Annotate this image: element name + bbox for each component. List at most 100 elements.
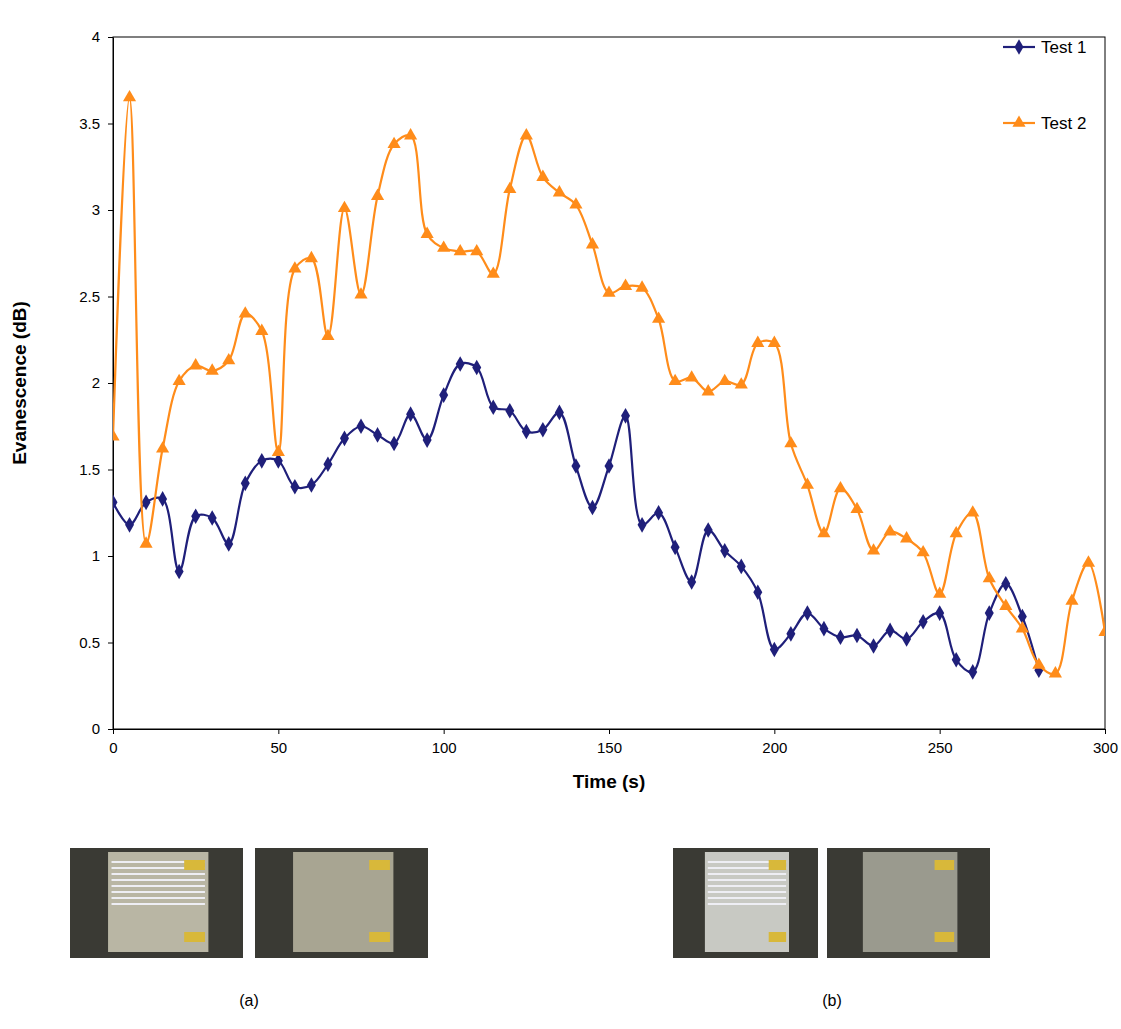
series-marker <box>224 536 233 552</box>
x-tick-mark <box>444 729 445 734</box>
series-marker <box>801 477 814 488</box>
x-tick-label: 300 <box>1093 739 1118 756</box>
series-marker <box>340 431 349 447</box>
series-marker <box>886 623 895 639</box>
photo-stripe <box>708 891 786 893</box>
photo-pad <box>935 860 955 870</box>
photo-stripe <box>708 885 786 887</box>
photo-stripe <box>708 897 786 899</box>
series-marker <box>569 197 582 208</box>
y-tick: 1.5 <box>79 461 113 478</box>
series-marker <box>505 403 514 419</box>
series-marker <box>189 358 202 369</box>
series-marker <box>437 240 450 251</box>
photo-pad <box>369 932 390 942</box>
series-marker <box>503 182 516 193</box>
series-marker <box>307 477 316 493</box>
series-marker <box>635 280 648 291</box>
y-tick-mark <box>108 383 113 384</box>
y-tick-label: 3 <box>92 201 100 218</box>
series-marker <box>586 237 599 248</box>
series-marker <box>305 251 318 262</box>
series-marker <box>206 363 219 374</box>
series-marker <box>786 626 795 642</box>
series-marker <box>404 128 417 139</box>
x-tick-mark <box>609 729 610 734</box>
y-tick: 2 <box>92 374 113 391</box>
series-marker <box>853 628 862 644</box>
series-marker <box>222 353 235 364</box>
photo-pad <box>184 932 205 942</box>
y-tick-label: 2 <box>92 374 100 391</box>
photo-background <box>673 848 818 958</box>
legend-label: Test 1 <box>1041 38 1086 57</box>
series-marker <box>638 517 647 533</box>
series-marker <box>472 360 481 376</box>
series-marker <box>933 586 946 597</box>
series-marker <box>520 128 533 139</box>
photo-stripe <box>112 897 205 899</box>
series-marker <box>257 453 266 469</box>
series-marker <box>470 244 483 255</box>
photo-stripe <box>112 891 205 893</box>
series-marker <box>671 540 680 556</box>
series-marker <box>421 227 434 238</box>
x-tick-label: 250 <box>928 739 953 756</box>
photo-stripe <box>112 879 205 881</box>
y-axis: 00.511.522.533.54 <box>79 28 113 737</box>
series-marker <box>371 189 384 200</box>
photo-pad <box>369 860 390 870</box>
series-marker <box>1049 666 1062 677</box>
series-marker <box>919 614 928 630</box>
series-marker <box>850 502 863 513</box>
series-marker <box>538 422 547 438</box>
y-axis-title: Evanescence (dB) <box>9 301 30 465</box>
series-marker <box>685 370 698 381</box>
y-tick: 1 <box>92 547 113 564</box>
y-tick-label: 3.5 <box>79 115 100 132</box>
series-marker <box>555 405 564 421</box>
photo-pad <box>769 860 786 870</box>
series-marker <box>704 522 713 538</box>
series-marker <box>834 481 847 492</box>
series-marker <box>917 545 930 556</box>
series-marker <box>702 384 715 395</box>
x-tick-label: 0 <box>109 739 117 756</box>
y-tick-mark <box>108 124 113 125</box>
series-marker <box>338 201 351 212</box>
series-marker <box>652 311 665 322</box>
series-marker <box>751 336 764 347</box>
series-marker <box>1016 621 1029 632</box>
series-marker <box>125 517 134 533</box>
photo-background <box>70 848 243 958</box>
series-marker <box>123 90 136 101</box>
x-tick: 100 <box>432 729 457 756</box>
legend-marker <box>1012 115 1025 126</box>
series-marker <box>454 244 467 255</box>
series-marker <box>1065 593 1078 604</box>
photo <box>673 848 818 958</box>
series-marker <box>602 285 615 296</box>
series-marker <box>718 374 731 385</box>
photo-chip <box>863 852 958 952</box>
series-marker <box>208 510 217 526</box>
photo-stripe <box>708 879 786 881</box>
series-marker <box>819 621 828 637</box>
series-marker <box>522 424 531 440</box>
y-tick-label: 4 <box>92 28 100 45</box>
photo-pad <box>935 932 955 942</box>
series-marker <box>406 406 415 422</box>
x-tick-label: 100 <box>432 739 457 756</box>
series-marker <box>272 445 285 456</box>
series-marker <box>239 306 252 317</box>
series-marker <box>619 279 632 290</box>
photo-stripe <box>708 873 786 875</box>
series-marker <box>1098 625 1105 636</box>
photo <box>255 848 428 958</box>
series-marker <box>1001 576 1010 592</box>
y-tick-mark <box>108 556 113 557</box>
x-tick-mark <box>1105 729 1106 734</box>
series-marker <box>423 432 432 448</box>
x-tick: 300 <box>1093 729 1118 756</box>
photo-stripe <box>112 885 205 887</box>
